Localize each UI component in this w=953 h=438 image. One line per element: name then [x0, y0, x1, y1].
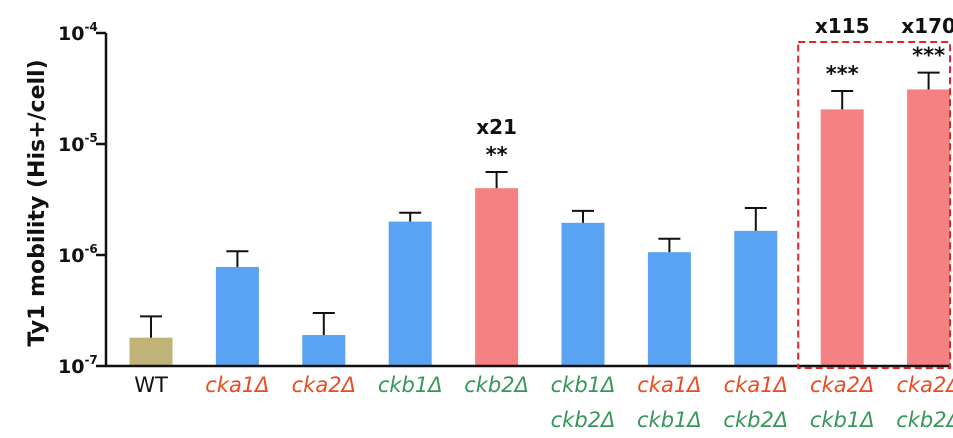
- significance-marker: **: [486, 143, 508, 167]
- significance-marker: ***: [912, 44, 945, 68]
- x-tick-label: ckb1Δ: [378, 373, 443, 397]
- y-tick-label: 10-4: [58, 20, 98, 45]
- y-axis-title: Ty1 mobility (His+/cell): [25, 59, 50, 346]
- y-tick-label: 10-6: [58, 242, 98, 267]
- bar: [820, 109, 864, 366]
- y-tick-label: 10-7: [58, 353, 98, 378]
- highlight-box: [797, 41, 952, 369]
- bars: ** x21 *** x115 *** x170: [105, 14, 953, 368]
- x-tick-label-line2: ckb1Δ: [810, 408, 875, 432]
- bar: [907, 89, 951, 366]
- x-tick-label: ckb1Δ: [551, 373, 616, 397]
- x-tick-label: cka1Δ: [205, 373, 269, 397]
- bar: [129, 337, 173, 366]
- y-tick-label: 10-5: [58, 131, 98, 156]
- x-tick-label-line2: ckb2Δ: [896, 408, 953, 432]
- x-tick-label: cka2Δ: [292, 373, 356, 397]
- x-tick-label: cka1Δ: [637, 373, 701, 397]
- x-tick-label: cka2Δ: [896, 373, 953, 397]
- bar: [561, 222, 605, 366]
- x-tick-label-line2: ckb2Δ: [551, 408, 616, 432]
- x-tick-label: ckb2Δ: [464, 373, 529, 397]
- bar: [388, 221, 432, 366]
- bar: [215, 266, 259, 366]
- significance-marker: ***: [826, 62, 859, 86]
- bar: [734, 230, 778, 366]
- bar: [302, 335, 346, 366]
- x-tick-label: WT: [134, 373, 168, 397]
- y-axis-ticks: 10-7 10-6 10-5 10-4: [58, 20, 106, 378]
- bar: [647, 252, 691, 366]
- fold-change-label: x115: [815, 14, 870, 38]
- x-tick-label-line2: ckb2Δ: [723, 408, 788, 432]
- x-tick-label: cka1Δ: [724, 373, 788, 397]
- x-tick-label-line2: ckb1Δ: [637, 408, 702, 432]
- bar: [475, 188, 519, 366]
- x-axis-labels: WT cka1Δ cka2Δ ckb1Δ ckb2Δ ckb1Δ ckb2Δ cka1Δ ckb…: [134, 373, 953, 432]
- x-tick-label: cka2Δ: [810, 373, 874, 397]
- fold-change-label: x170: [901, 14, 953, 38]
- fold-change-label: x21: [476, 115, 517, 139]
